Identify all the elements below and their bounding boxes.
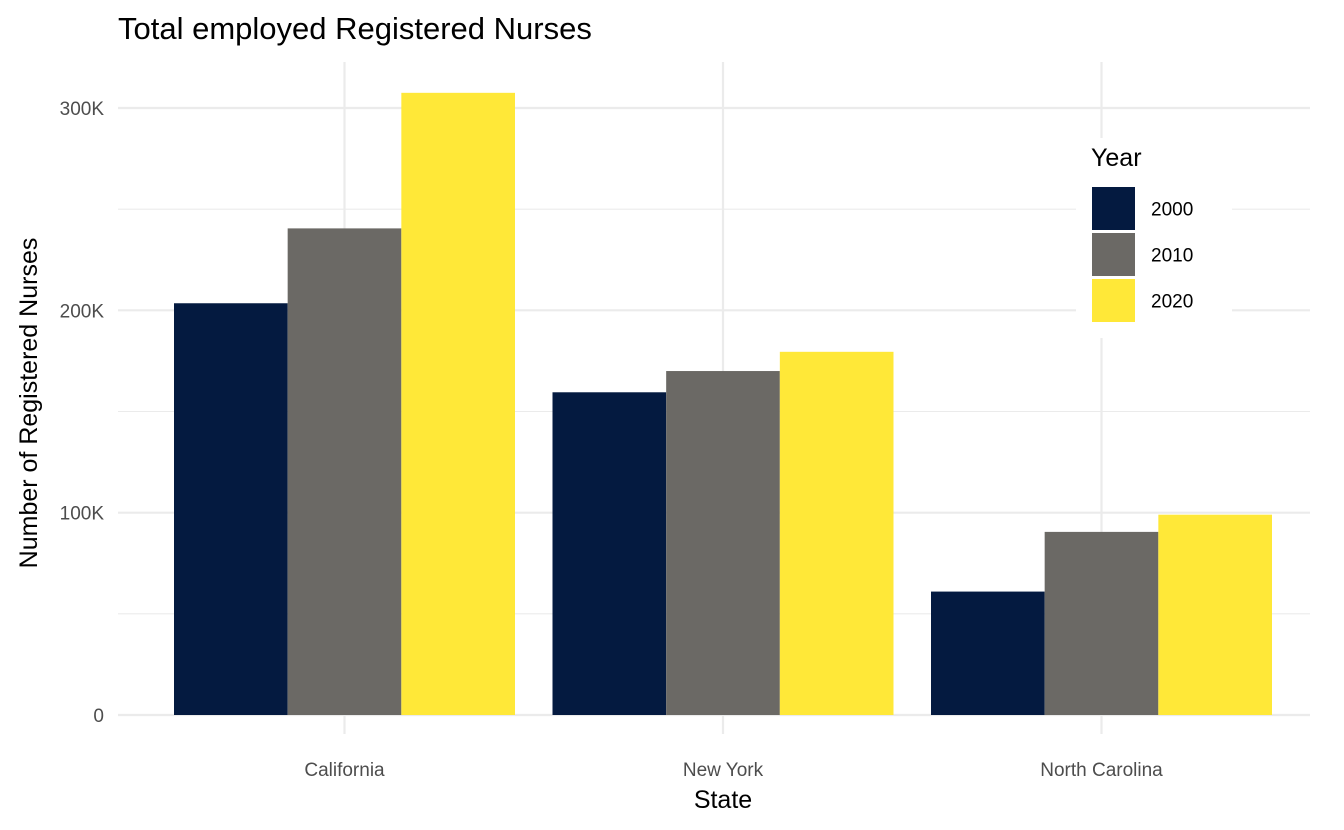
y-tick-label: 0 xyxy=(93,706,104,727)
y-tick-label: 200K xyxy=(60,301,105,322)
legend-key-2010 xyxy=(1092,233,1135,276)
bar-california-2020 xyxy=(401,92,515,715)
bar-california-2010 xyxy=(287,228,402,715)
axis-layer: 0 100K 200K 300K California New York North Car… xyxy=(60,99,1164,781)
bar-california-2000 xyxy=(174,303,288,715)
legend-title: Year xyxy=(1091,144,1142,172)
x-tick-label: North Carolina xyxy=(1040,760,1163,781)
bar-new-york-2000 xyxy=(552,392,667,715)
bar-north-carolina-2000 xyxy=(931,591,1045,715)
legend: Year 2000 2010 2020 xyxy=(1076,138,1232,338)
bar-new-york-2010 xyxy=(666,371,780,715)
legend-key-2020 xyxy=(1092,279,1135,322)
y-tick-label: 100K xyxy=(60,504,105,525)
x-axis-title: State xyxy=(694,786,752,814)
bar-north-carolina-2020 xyxy=(1158,514,1272,715)
y-axis-title: Number of Registered Nurses xyxy=(15,238,43,569)
bars-layer xyxy=(174,92,1272,715)
legend-key-2000 xyxy=(1092,187,1135,230)
legend-items: 2000 2010 2020 xyxy=(1092,187,1193,322)
bar-new-york-2020 xyxy=(779,351,894,715)
legend-label-2000: 2000 xyxy=(1151,200,1193,221)
x-tick-label: New York xyxy=(683,760,764,781)
legend-label-2010: 2010 xyxy=(1151,246,1193,267)
y-tick-label: 300K xyxy=(60,99,105,120)
bar-north-carolina-2010 xyxy=(1044,531,1159,715)
chart-title: Total employed Registered Nurses xyxy=(118,11,592,46)
x-tick-label: California xyxy=(304,760,385,781)
legend-label-2020: 2020 xyxy=(1151,292,1193,313)
